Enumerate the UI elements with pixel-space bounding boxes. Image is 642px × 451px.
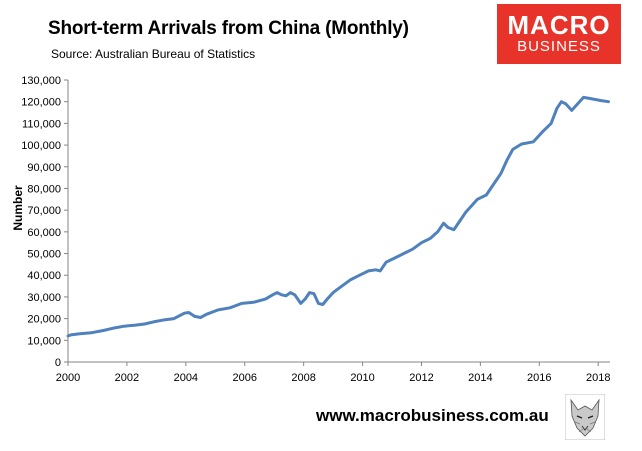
macrobusiness-logo: MACRO BUSINESS	[497, 4, 621, 64]
x-tick-label: 2010	[350, 372, 374, 384]
logo-line-1: MACRO	[507, 10, 611, 40]
wolf-logo-icon	[565, 394, 605, 440]
y-tick-label: 10,000	[27, 335, 61, 347]
x-tick-label: 2000	[56, 372, 80, 384]
y-tick-label: 70,000	[27, 205, 61, 217]
y-tick-label: 90,000	[27, 162, 61, 174]
x-tick-label: 2008	[291, 372, 315, 384]
y-tick-label: 60,000	[27, 227, 61, 239]
y-tick-label: 20,000	[27, 314, 61, 326]
x-tick-label: 2004	[174, 372, 198, 384]
y-tick-label: 80,000	[27, 183, 61, 195]
chart-axes	[67, 80, 610, 363]
x-tick-label: 2018	[586, 372, 610, 384]
chart-series	[66, 95, 610, 338]
x-tick-label: 2016	[527, 372, 551, 384]
x-tick-label: 2006	[232, 372, 256, 384]
chart-source: Source: Australian Bureau of Statistics	[51, 47, 256, 61]
y-tick-label: 130,000	[21, 75, 61, 87]
y-tick-label: 50,000	[27, 249, 61, 261]
y-axis-label: Number	[11, 185, 25, 231]
y-tick-label: 30,000	[27, 292, 61, 304]
y-tick-label: 100,000	[21, 140, 61, 152]
chart-ticks: 0 10,000 20,000 30,000 40,000 50,000 60,000 70,…	[21, 75, 610, 384]
x-tick-label: 2014	[468, 372, 492, 384]
y-tick-label: 110,000	[22, 118, 61, 130]
x-tick-label: 2012	[409, 372, 433, 384]
series-line-arrivals	[66, 95, 610, 338]
website-url: www.macrobusiness.com.au	[316, 406, 549, 425]
y-tick-label: 0	[55, 357, 61, 369]
chart-title: Short-term Arrivals from China (Monthly)	[48, 18, 409, 39]
logo-line-2: BUSINESS	[517, 38, 601, 55]
y-tick-label: 40,000	[27, 270, 61, 282]
x-tick-label: 2002	[115, 372, 139, 384]
y-tick-label: 120,000	[21, 97, 61, 109]
